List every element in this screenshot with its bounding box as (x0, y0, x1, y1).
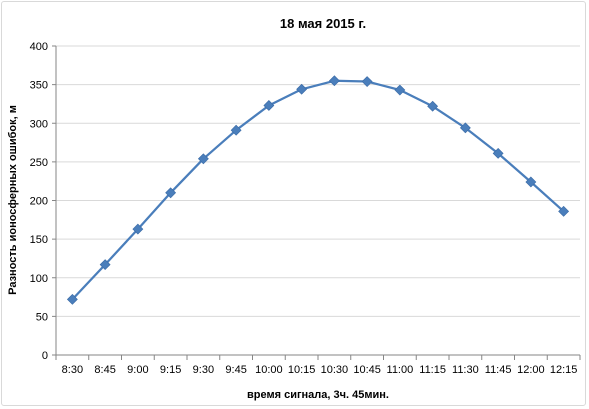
y-tick-label: 100 (30, 273, 48, 285)
tick-labels: 0 50 100 150 200 250 300 350 400 8:30 8:45 9:00 9:15… (30, 41, 578, 376)
y-tick-label: 50 (36, 311, 48, 323)
series-line (71, 79, 565, 301)
data-point-marker (361, 76, 373, 87)
data-point-marker (558, 205, 570, 217)
data-point-marker (394, 84, 406, 96)
data-point-marker (525, 176, 537, 188)
data-point-marker (66, 293, 78, 305)
y-tick-label: 0 (42, 350, 48, 362)
x-tick-label: 8:45 (94, 364, 115, 376)
data-point-marker (492, 147, 504, 159)
x-tick-label: 11:00 (387, 364, 414, 376)
x-tick-label: 9:30 (193, 364, 214, 376)
x-tick-label: 10:45 (353, 364, 381, 376)
x-tick-label: 10:00 (255, 364, 283, 376)
y-tick-label: 350 (30, 80, 48, 92)
x-tick-label: 12:15 (550, 364, 578, 376)
data-point-marker (99, 259, 111, 271)
x-tick-label: 12:00 (517, 364, 545, 376)
data-point-marker (165, 187, 177, 199)
data-point-marker (197, 153, 209, 165)
y-tick-label: 250 (30, 157, 48, 169)
axes (52, 45, 581, 360)
y-tick-label: 200 (30, 196, 48, 208)
x-tick-label: 11:45 (485, 364, 512, 376)
chart-title: 18 мая 2015 г. (280, 16, 366, 31)
y-tick-label: 300 (30, 118, 48, 130)
data-point-marker (263, 100, 275, 111)
data-point-marker (132, 223, 144, 235)
x-tick-label: 9:00 (127, 364, 148, 376)
x-tick-label: 10:15 (288, 364, 316, 376)
x-tick-label: 11:15 (419, 364, 446, 376)
y-tick-label: 150 (30, 234, 48, 246)
x-tick-label: 8:30 (62, 364, 83, 376)
data-point-marker (459, 122, 471, 134)
gridlines (56, 45, 580, 317)
data-point-marker (427, 100, 439, 112)
data-point-marker (230, 124, 242, 136)
data-point-marker (328, 75, 340, 87)
x-tick-label: 9:45 (225, 364, 246, 376)
y-tick-label: 400 (30, 41, 48, 53)
x-tick-label: 10:30 (321, 364, 349, 376)
data-point-marker (296, 83, 308, 95)
data-series (66, 75, 570, 305)
x-tick-label: 11:30 (452, 364, 479, 376)
x-axis-label: время сигнала, 3ч. 45мин. (247, 389, 389, 401)
y-axis-label: Разность ионосферных ошибок, м (7, 105, 19, 295)
x-tick-label: 9:15 (160, 364, 181, 376)
